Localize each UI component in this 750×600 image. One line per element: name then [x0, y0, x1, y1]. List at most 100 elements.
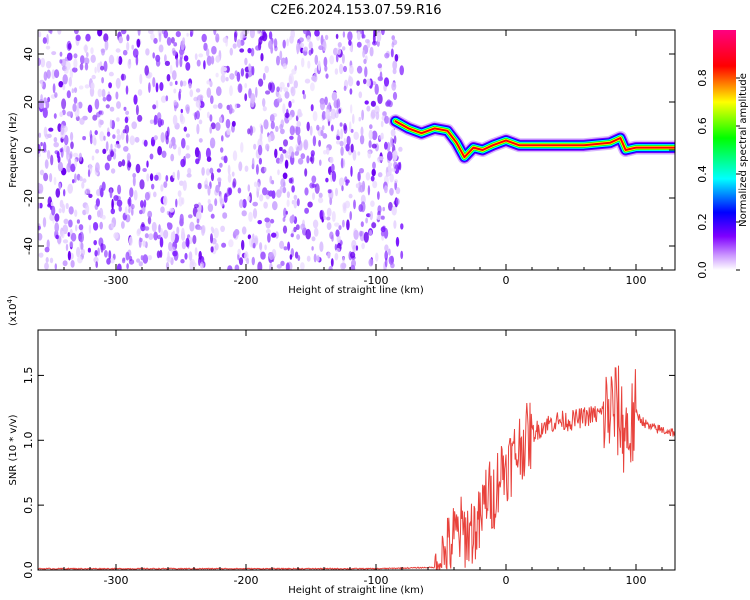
noise-speckle — [154, 174, 159, 181]
noise-speckle — [97, 210, 101, 218]
noise-speckle — [279, 146, 283, 152]
noise-speckle — [58, 81, 64, 88]
noise-speckle — [365, 172, 371, 181]
noise-speckle — [73, 30, 79, 35]
noise-speckle — [180, 158, 186, 168]
noise-speckle — [195, 211, 202, 221]
noise-speckle — [95, 111, 101, 118]
noise-speckle — [159, 82, 164, 91]
noise-speckle — [176, 226, 180, 235]
noise-speckle — [370, 175, 375, 182]
colorbar-tick-label: 0.4 — [696, 165, 709, 183]
noise-speckle — [39, 169, 45, 176]
noise-speckle — [140, 255, 144, 261]
noise-speckle — [270, 218, 275, 224]
noise-speckle — [330, 258, 334, 267]
noise-speckle — [393, 135, 397, 145]
noise-speckle — [265, 229, 271, 234]
noise-speckle — [361, 242, 365, 250]
noise-speckle — [172, 230, 176, 241]
noise-speckle — [331, 163, 335, 173]
noise-speckle — [125, 110, 130, 116]
noise-speckle — [180, 259, 185, 264]
noise-speckle — [144, 233, 149, 239]
noise-speckle — [259, 242, 263, 251]
y-tick-label: 0 — [22, 147, 35, 154]
noise-speckle — [395, 236, 400, 247]
noise-speckle — [150, 32, 155, 41]
noise-speckle — [128, 207, 131, 214]
noise-speckle — [359, 184, 364, 193]
noise-speckle — [335, 229, 340, 237]
noise-speckle — [70, 141, 74, 150]
x-tick-label: 0 — [503, 274, 510, 287]
noise-speckle — [317, 60, 321, 71]
noise-speckle — [335, 187, 338, 197]
noise-speckle — [125, 85, 129, 95]
noise-speckle — [244, 57, 248, 66]
noise-speckle — [129, 187, 134, 198]
noise-speckle — [232, 150, 238, 161]
noise-speckle — [131, 207, 134, 216]
noise-speckle — [137, 228, 141, 235]
noise-speckle — [56, 151, 60, 159]
noise-speckle — [360, 201, 366, 213]
noise-speckle — [156, 250, 161, 259]
noise-speckle — [131, 44, 134, 50]
noise-speckle — [280, 178, 286, 188]
noise-speckle — [380, 226, 386, 233]
noise-speckle — [291, 185, 295, 193]
noise-speckle — [237, 248, 241, 256]
noise-speckle — [207, 185, 211, 196]
noise-speckle — [48, 127, 54, 132]
noise-speckle — [124, 116, 129, 124]
noise-speckle — [236, 39, 242, 48]
noise-speckle — [70, 232, 77, 242]
noise-speckle — [183, 126, 187, 132]
noise-speckle — [52, 83, 56, 94]
noise-speckle — [52, 215, 55, 224]
noise-speckle — [40, 81, 44, 88]
noise-speckle — [116, 101, 121, 109]
noise-speckle — [288, 177, 293, 184]
noise-speckle — [350, 251, 356, 259]
noise-speckle — [220, 198, 225, 207]
noise-speckle — [268, 40, 273, 50]
noise-speckle — [128, 236, 133, 246]
noise-speckle — [101, 48, 105, 56]
noise-speckle — [363, 231, 369, 243]
noise-speckle — [65, 243, 69, 251]
noise-speckle — [137, 89, 143, 96]
noise-speckle — [303, 139, 309, 151]
noise-speckle — [172, 171, 176, 179]
noise-speckle — [186, 32, 189, 37]
noise-speckle — [356, 31, 361, 41]
noise-speckle — [95, 198, 100, 207]
noise-speckle — [334, 222, 340, 227]
noise-speckle — [380, 230, 385, 237]
noise-speckle — [163, 195, 168, 206]
noise-speckle — [188, 214, 193, 219]
noise-speckle — [85, 204, 90, 215]
noise-speckle — [76, 102, 79, 113]
noise-speckle — [390, 129, 396, 137]
noise-speckle — [240, 142, 244, 153]
noise-speckle — [149, 173, 154, 182]
noise-speckle — [289, 35, 294, 44]
noise-speckle — [291, 99, 295, 104]
noise-speckle — [324, 96, 328, 106]
noise-speckle — [60, 124, 65, 136]
noise-speckle — [324, 34, 329, 41]
noise-speckle — [97, 88, 103, 98]
noise-speckle — [75, 34, 81, 41]
noise-speckle — [78, 224, 84, 231]
noise-speckle — [268, 31, 273, 40]
noise-speckle — [73, 53, 78, 59]
noise-speckle — [360, 126, 364, 137]
snr-plot-area — [38, 365, 675, 570]
noise-speckle — [45, 101, 50, 109]
noise-speckle — [50, 154, 54, 166]
noise-speckle — [363, 78, 367, 85]
snr-y-multiplier-exp: 4 — [6, 298, 14, 303]
x-tick-label: -300 — [104, 574, 129, 587]
